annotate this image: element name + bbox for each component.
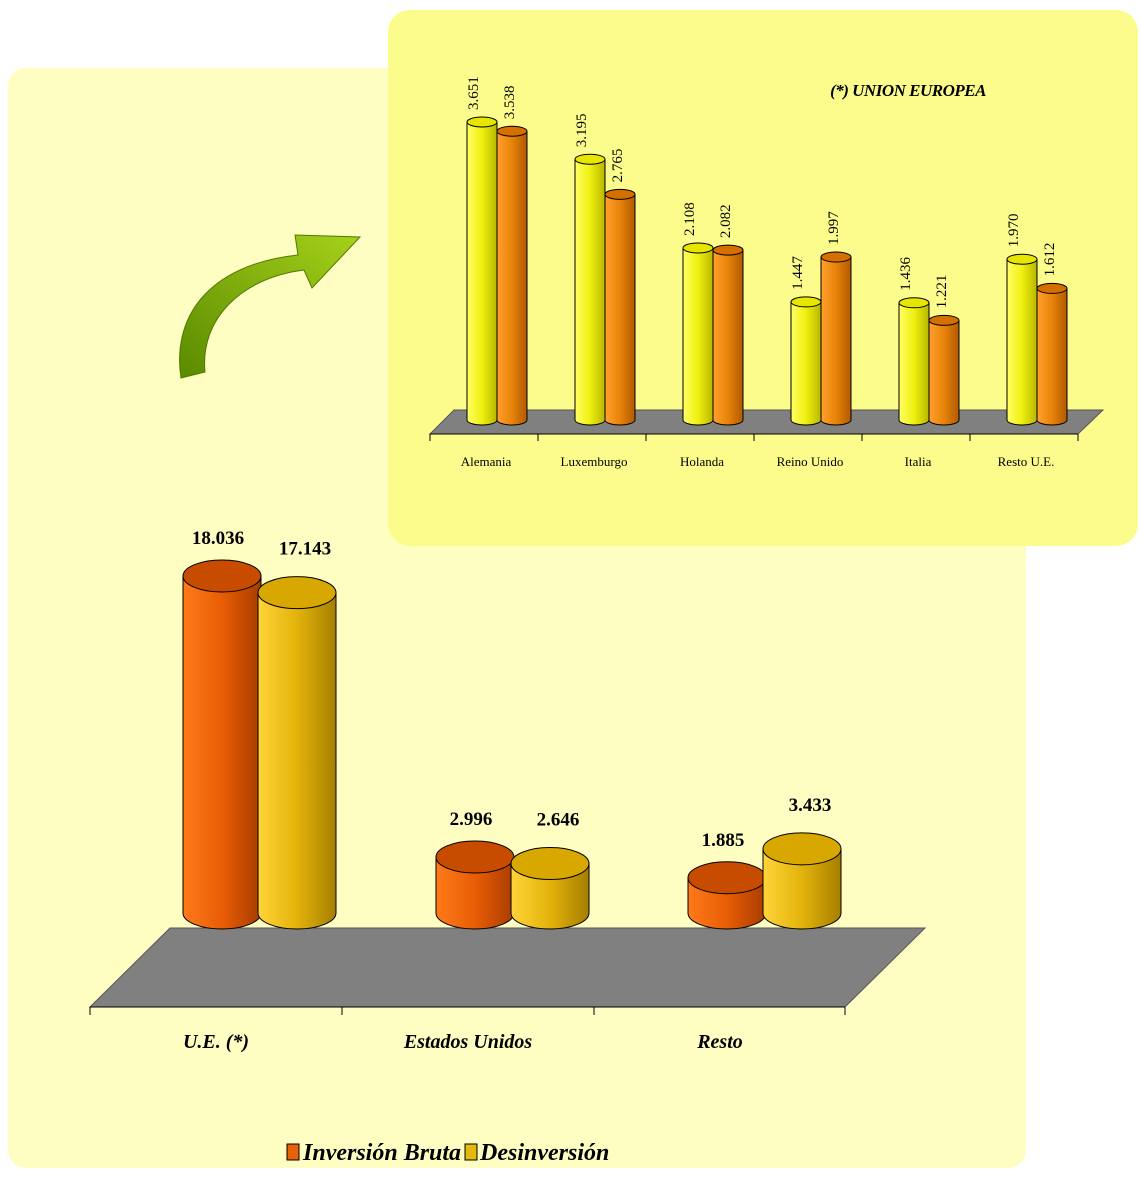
legend: Inversión Bruta Desinversión <box>286 1140 609 1166</box>
category-label: Resto <box>696 1031 743 1053</box>
inset-data-label: 2.108 <box>682 202 698 236</box>
inset-chart-title: (*) UNION EUROPEA <box>830 81 986 100</box>
inset-data-label: 3.195 <box>574 113 590 147</box>
data-label: 17.143 <box>279 539 331 560</box>
legend-swatch-desinversion <box>464 1143 478 1161</box>
inset-bar-b <box>712 244 744 426</box>
bar-desinversion <box>762 832 842 930</box>
category-label: Estados Unidos <box>403 1031 533 1053</box>
bar-desinversion <box>510 847 590 930</box>
data-label: 1.885 <box>702 830 745 851</box>
inset-category-label: Reino Unido <box>777 454 844 469</box>
inset-bar-a <box>790 296 822 426</box>
data-label: 2.996 <box>450 809 493 830</box>
inset-data-label: 1.970 <box>1006 213 1022 247</box>
inset-category-label: Resto U.E. <box>998 454 1055 469</box>
legend-label-inversion: Inversión Bruta <box>302 1140 461 1166</box>
curved-arrow-icon <box>179 234 362 379</box>
data-label: 2.646 <box>537 810 580 831</box>
inset-bar-a <box>682 242 714 426</box>
data-label: 3.433 <box>789 795 832 816</box>
inset-data-label: 1.436 <box>898 257 914 291</box>
inset-bar-b <box>928 314 960 426</box>
data-label: 18.036 <box>192 528 244 549</box>
inset-axis-ticks <box>429 434 1079 441</box>
category-label: U.E. (*) <box>183 1031 249 1053</box>
inset-data-label: 3.651 <box>466 76 482 110</box>
inset-bar-b <box>604 188 636 426</box>
main-axis-ticks <box>89 1007 846 1015</box>
inset-bar-a <box>898 297 930 426</box>
inset-chart-floor <box>428 409 1105 435</box>
inset-bar-a <box>466 116 498 426</box>
inset-data-label: 2.765 <box>610 149 626 183</box>
inset-category-label: Italia <box>905 454 932 469</box>
bar-inversion <box>435 840 515 930</box>
bar-inversion <box>687 861 767 930</box>
legend-swatch-inversion <box>286 1143 300 1161</box>
inset-data-label: 1.997 <box>826 211 842 245</box>
bar-desinversion <box>257 576 337 930</box>
inset-data-label: 1.447 <box>790 256 806 290</box>
inset-data-label: 1.221 <box>934 275 950 309</box>
inset-data-label: 1.612 <box>1042 243 1058 277</box>
inset-data-label: 2.082 <box>718 204 734 238</box>
inset-data-label: 3.538 <box>502 85 518 119</box>
bar-inversion <box>182 559 262 930</box>
inset-bar-a <box>1006 253 1038 426</box>
inset-category-label: Alemania <box>461 454 512 469</box>
inset-category-label: Luxemburgo <box>561 454 628 469</box>
inset-category-label: Holanda <box>680 454 724 469</box>
inset-bar-b <box>1036 282 1068 426</box>
inset-bar-b <box>496 125 528 426</box>
inset-bar-a <box>574 153 606 426</box>
legend-label-desinversion: Desinversión <box>479 1140 609 1166</box>
main-chart-floor <box>88 927 927 1008</box>
inset-bar-b <box>820 251 852 426</box>
